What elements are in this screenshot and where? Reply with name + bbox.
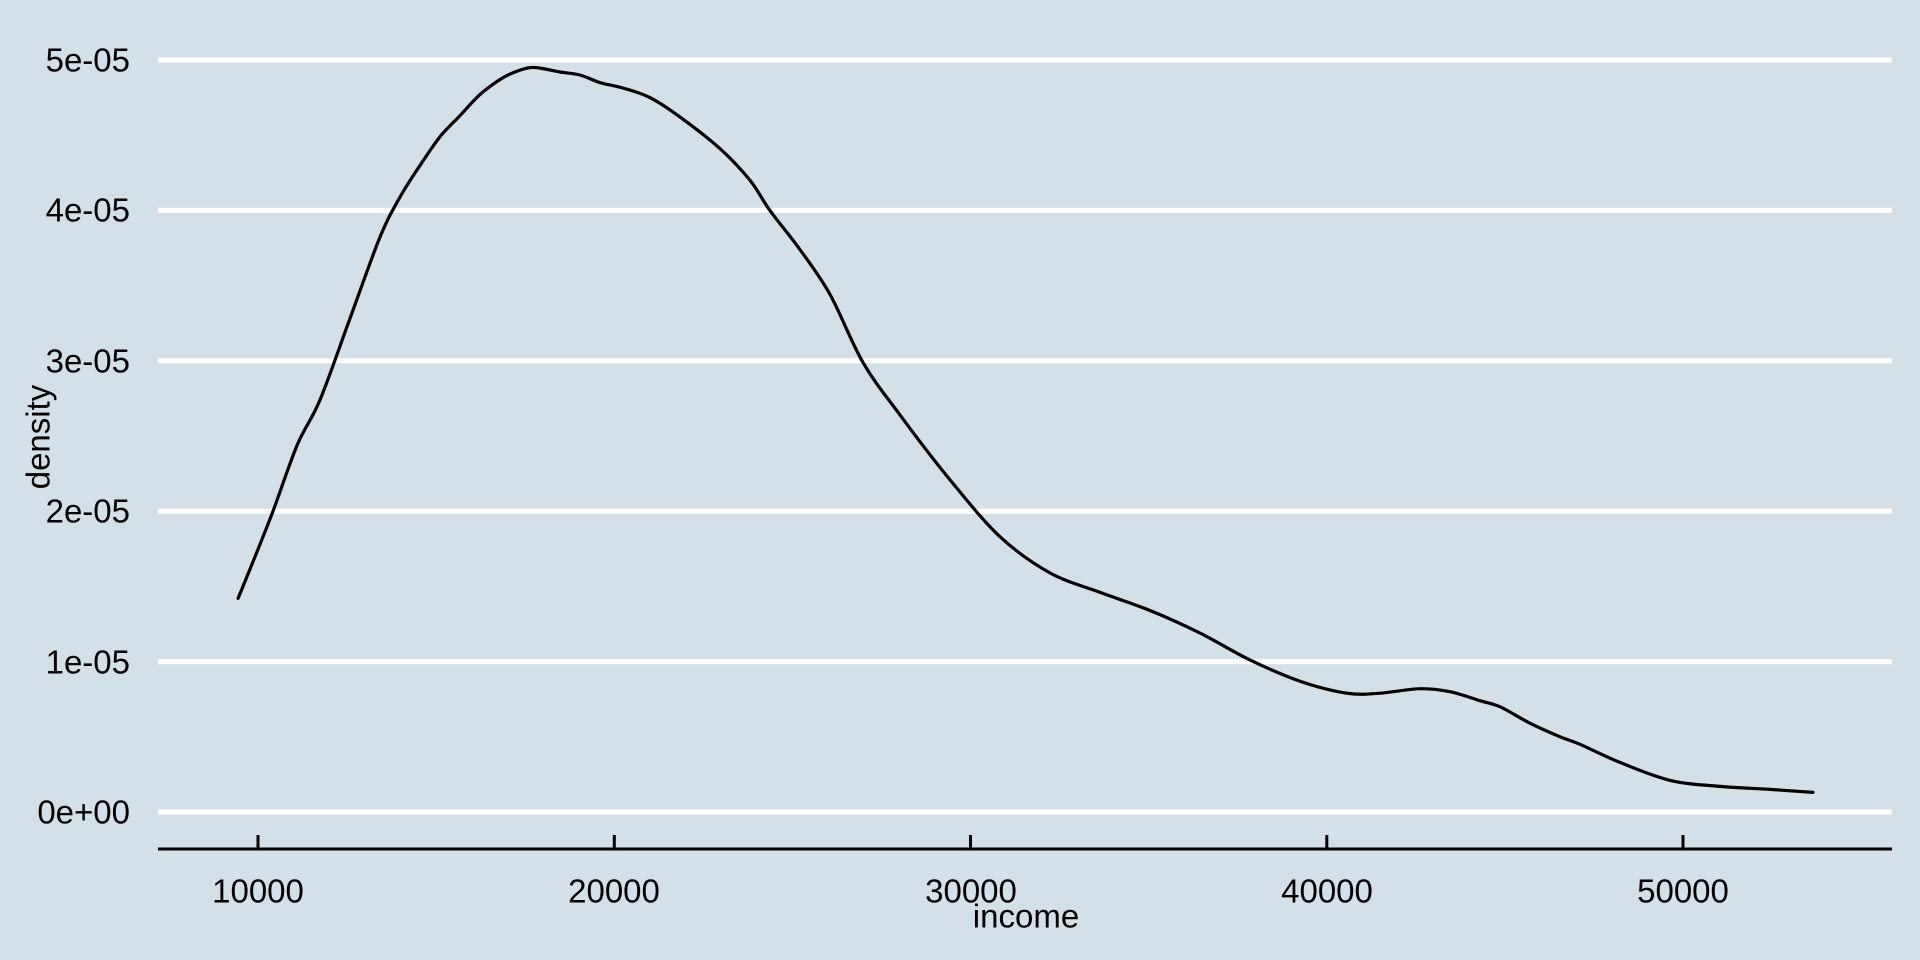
x-tick-label-20000: 20000 <box>568 872 660 910</box>
y-tick-label-4e05: 4e-05 <box>45 191 130 229</box>
y-axis-title: density <box>19 384 57 490</box>
x-tick-label-40000: 40000 <box>1281 872 1373 910</box>
y-tick-label-5e05: 5e-05 <box>45 41 130 79</box>
y-tick-label-2e05: 2e-05 <box>45 492 130 530</box>
y-tick-label-0e00: 0e+00 <box>37 793 130 831</box>
y-tick-label-1e05: 1e-05 <box>45 643 130 681</box>
y-tick-label-3e05: 3e-05 <box>45 342 130 380</box>
x-tick-label-10000: 10000 <box>212 872 304 910</box>
density-curve <box>236 65 1815 794</box>
x-tick-label-30000: 30000 <box>925 872 1017 910</box>
x-axis-title: income <box>972 897 1080 935</box>
x-tick-label-50000: 50000 <box>1637 872 1729 910</box>
